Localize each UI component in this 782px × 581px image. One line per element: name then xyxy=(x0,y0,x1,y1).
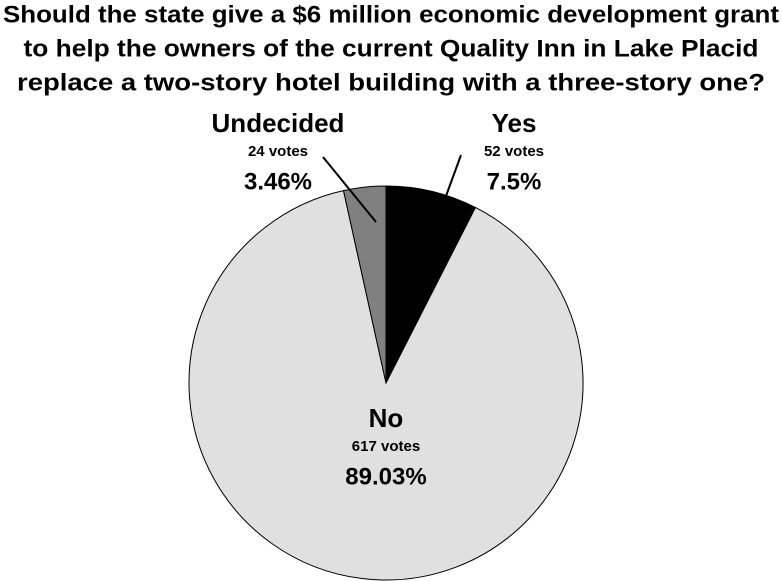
slice-label: No xyxy=(369,403,404,433)
leader-line xyxy=(322,156,377,223)
vote-label: 52 votes xyxy=(484,143,544,160)
slice-label: Yes xyxy=(492,108,537,138)
pie-slice xyxy=(188,190,584,581)
value-label: 7.5% xyxy=(487,168,542,195)
pie xyxy=(188,185,584,581)
value-label: 3.46% xyxy=(244,168,312,195)
vote-label: 617 votes xyxy=(352,438,420,455)
chart-title: to help the owners of the current Qualit… xyxy=(24,35,759,62)
chart-title: Should the state give a $6 million econo… xyxy=(3,1,779,28)
slice-label: Undecided xyxy=(212,108,345,138)
chart-title: replace a two-story hotel building with … xyxy=(17,69,765,96)
vote-label: 24 votes xyxy=(248,143,308,160)
leader-line xyxy=(445,154,462,197)
pie-slice xyxy=(342,185,387,384)
value-label: 89.03% xyxy=(345,463,426,490)
